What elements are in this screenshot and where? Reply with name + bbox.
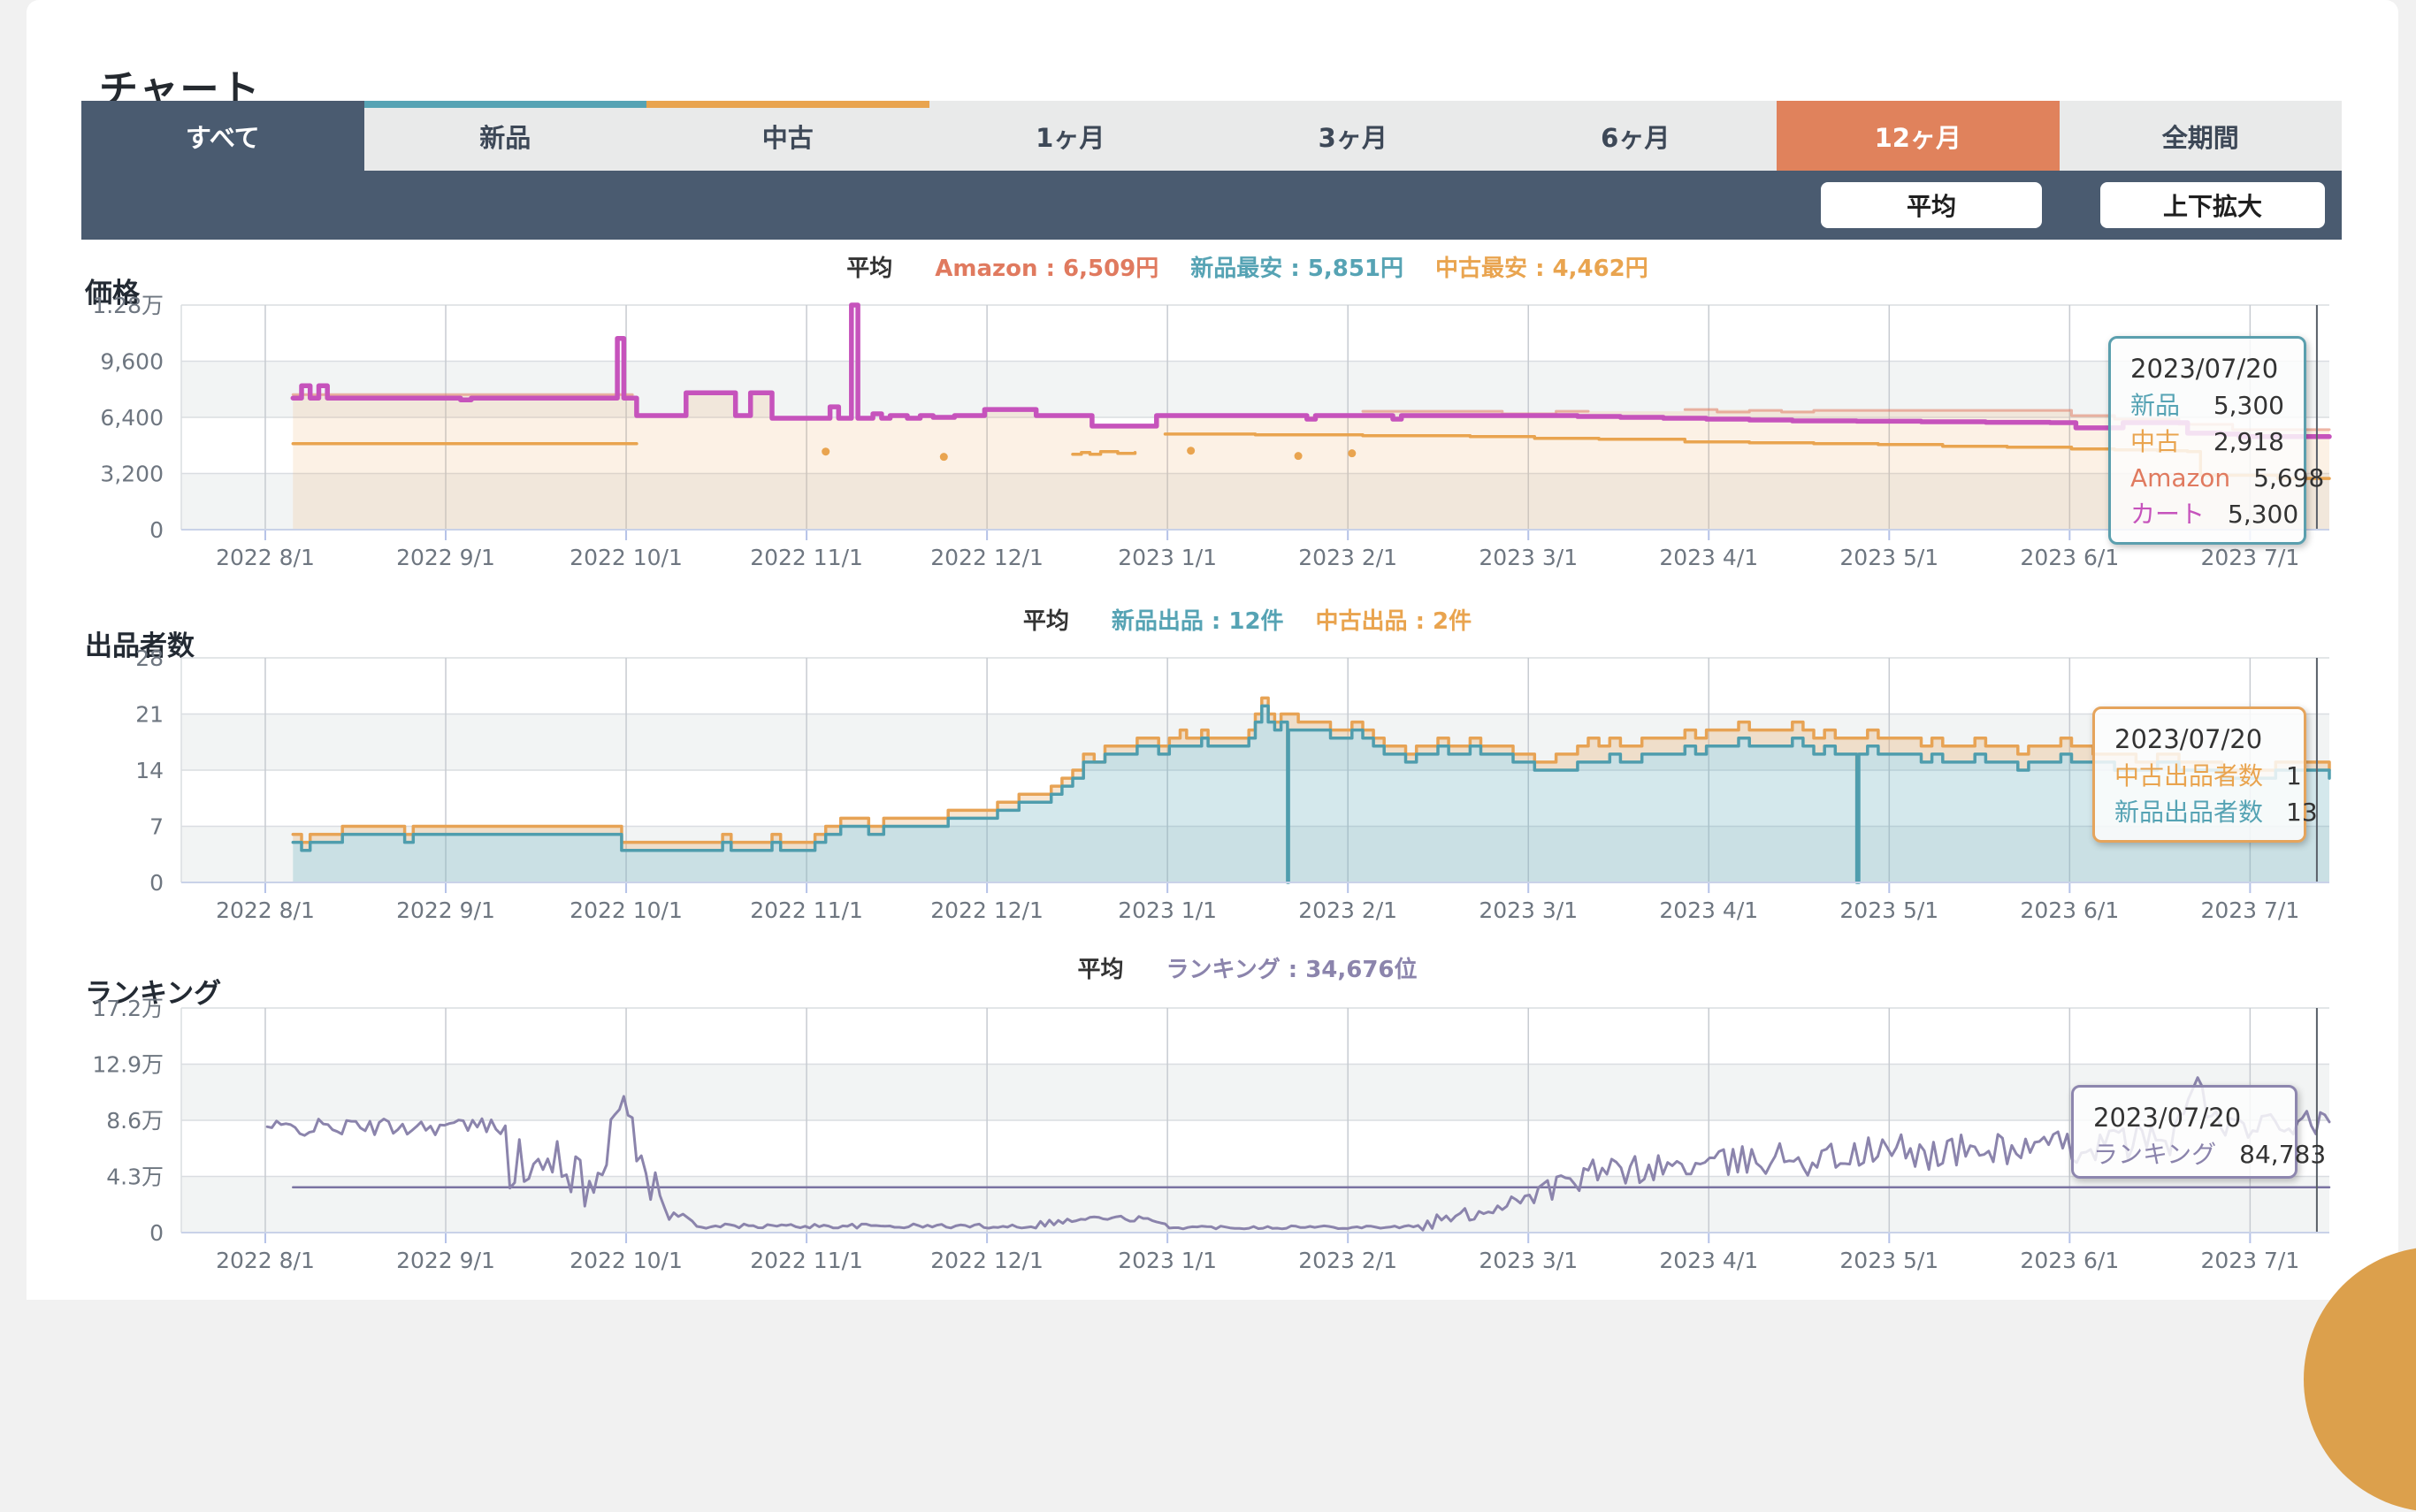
average-toggle-button[interactable]: 平均 <box>1821 182 2042 228</box>
tooltip-row: 中古 2,918 <box>2130 424 2284 460</box>
tooltip-row: 新品出品者数 13 <box>2114 794 2318 830</box>
tab-label: 新品 <box>479 122 531 153</box>
tooltip-series-value: 5,698 <box>2253 463 2325 493</box>
tooltip-series-label: 中古 <box>2130 427 2181 456</box>
ranking-average-legend: 平均 ランキング : 34,676位 <box>181 951 2329 984</box>
tab-label: 中古 <box>761 122 814 153</box>
tab-label: 6ヶ月 <box>1601 122 1671 153</box>
tab-row: すべて 新品 中古 1ヶ月 3ヶ月 6ヶ月 12ヶ月 全期間 <box>81 101 2342 171</box>
tooltip-series-value: 2,918 <box>2213 427 2284 456</box>
tooltip-series-label: ランキング <box>2093 1140 2217 1169</box>
section-title-sellers: 出品者数 <box>85 630 195 662</box>
average-value-label: 新品最安 : 5,851円 <box>1190 256 1404 282</box>
average-value-label: 中古最安 : 4,462円 <box>1435 256 1648 282</box>
tooltip-date: 2023/07/20 <box>2130 354 2279 384</box>
tooltip-row: 中古出品者数 1 <box>2114 758 2302 794</box>
average-prefix-label: 平均 <box>846 256 893 282</box>
tooltip-row: 新品 5,300 <box>2130 387 2284 424</box>
tab-all[interactable]: すべて <box>81 101 364 171</box>
tooltip-row: Amazon 5,698 <box>2130 460 2324 496</box>
sellers-tooltip: 2023/07/20 中古出品者数 1 新品出品者数 13 <box>2092 706 2318 843</box>
average-value-label: 中古出品 : 2件 <box>1315 608 1472 635</box>
tooltip-series-label: Amazon <box>2130 463 2231 493</box>
sellers-average-legend: 平均 新品出品 : 12件 中古出品 : 2件 <box>181 603 2329 636</box>
tab-new[interactable]: 新品 <box>363 101 646 171</box>
tooltip-row: ランキング 84,783 <box>2093 1136 2326 1172</box>
tab-1m[interactable]: 1ヶ月 <box>929 101 1212 171</box>
tooltip-series-value: 1 <box>2286 761 2302 790</box>
section-title-price: 価格 <box>85 277 140 309</box>
tab-6m[interactable]: 6ヶ月 <box>1494 101 1777 171</box>
average-prefix-label: 平均 <box>1022 608 1069 635</box>
tooltip-series-label: 中古出品者数 <box>2114 761 2264 790</box>
ranking-tooltip: 2023/07/20 ランキング 84,783 <box>2071 1085 2326 1179</box>
tab-used[interactable]: 中古 <box>646 101 929 171</box>
average-value-label: ランキング : 34,676位 <box>1166 957 1418 983</box>
tooltip-series-value: 13 <box>2286 798 2318 827</box>
tooltip-series-value: 5,300 <box>2213 391 2284 420</box>
tab-label: 12ヶ月 <box>1874 122 1961 153</box>
tooltip-series-label: 新品 <box>2130 391 2181 420</box>
page-background: { "page": { "title": "チャート" }, "tabs": [… <box>27 0 2416 1512</box>
section-title-ranking: ランキング <box>85 977 222 1010</box>
tab-label: 3ヶ月 <box>1318 122 1388 153</box>
teal-accent-bar <box>363 101 646 108</box>
expand-toggle-button[interactable]: 上下拡大 <box>2100 182 2325 228</box>
tab-bar: すべて 新品 中古 1ヶ月 3ヶ月 6ヶ月 12ヶ月 全期間 平均 上下拡大 <box>81 101 2342 240</box>
tab-label: 全期間 <box>2161 122 2239 153</box>
price-tooltip: 2023/07/20 新品 5,300 中古 2,918 Amazon 5,698 カート 5,… <box>2108 336 2324 545</box>
orange-accent-bar <box>646 101 929 108</box>
tooltip-date: 2023/07/20 <box>2093 1103 2242 1133</box>
tab-label: すべて <box>185 122 260 153</box>
tab-label: 1ヶ月 <box>1036 122 1105 153</box>
controls-row: 平均 上下拡大 <box>81 171 2342 240</box>
tooltip-date: 2023/07/20 <box>2114 724 2263 754</box>
average-value-label: 新品出品 : 12件 <box>1111 608 1284 635</box>
tooltip-series-label: 新品出品者数 <box>2114 798 2264 827</box>
average-prefix-label: 平均 <box>1077 957 1124 983</box>
tab-12m[interactable]: 12ヶ月 <box>1777 101 2060 171</box>
tooltip-row: カート 5,300 <box>2130 496 2298 532</box>
average-value-label: Amazon : 6,509円 <box>935 256 1159 282</box>
tab-3m[interactable]: 3ヶ月 <box>1212 101 1495 171</box>
price-average-legend: 平均 Amazon : 6,509円 新品最安 : 5,851円 中古最安 : 4,4… <box>181 250 2329 283</box>
tooltip-series-value: 84,783 <box>2239 1140 2327 1169</box>
tooltip-series-value: 5,300 <box>2228 500 2299 529</box>
tooltip-series-label: カート <box>2130 500 2206 529</box>
tab-all-period[interactable]: 全期間 <box>2059 101 2342 171</box>
